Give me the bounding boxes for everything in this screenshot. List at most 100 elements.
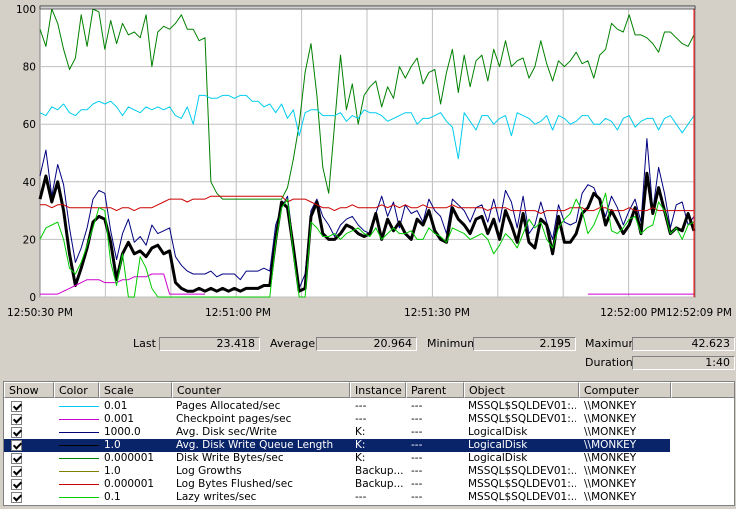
table-row[interactable]: 0.001 Checkpoint pages/sec --- --- MSSQL$SQL… — [4, 413, 670, 426]
table-row[interactable]: 0.000001 Log Bytes Flushed/sec Backup... --… — [4, 478, 670, 491]
header-parent[interactable]: Parent — [406, 382, 464, 398]
show-checkbox[interactable] — [11, 479, 22, 490]
y-tick-label: 40 — [23, 177, 36, 189]
color-swatch — [59, 497, 99, 498]
row-counter: Avg. Disk sec/Write — [176, 426, 277, 438]
show-checkbox[interactable] — [11, 466, 22, 477]
row-scale: 0.000001 — [104, 478, 155, 490]
series-line-6 — [39, 192, 695, 298]
row-computer: \\MONKEY — [584, 426, 637, 438]
color-swatch — [59, 484, 99, 485]
table-row[interactable]: 1.0 Log Growths Backup... --- MSSQL$SQLDEV01… — [4, 465, 670, 478]
last-label: Last — [133, 337, 156, 350]
show-checkbox[interactable] — [11, 453, 22, 464]
x-tick-label: 12:51:30 PM — [404, 307, 470, 319]
row-object: MSSQL$SQLDEV01:... — [468, 465, 576, 477]
row-computer: \\MONKEY — [584, 465, 637, 477]
header-instance[interactable]: Instance — [350, 382, 406, 398]
average-value: 20.964 — [316, 337, 417, 351]
table-row[interactable]: 0.01 Pages Allocated/sec --- --- MSSQL$SQLDE… — [4, 400, 670, 413]
average-label: Average — [270, 337, 316, 350]
x-tick-label: 12:52:00 PM — [600, 307, 666, 319]
row-object: LogicalDisk — [468, 439, 528, 451]
x-tick-label: 12:50:30 PM — [7, 307, 73, 319]
row-object: LogicalDisk — [468, 426, 528, 438]
series-group — [38, 8, 696, 298]
row-parent: --- — [411, 400, 423, 412]
row-scale: 0.001 — [104, 413, 135, 425]
header-object[interactable]: Object — [464, 382, 579, 398]
color-swatch — [59, 406, 99, 407]
maximum-label: Maximum — [585, 337, 640, 350]
y-tick-label: 20 — [23, 234, 36, 246]
row-object: LogicalDisk — [468, 452, 528, 464]
series-line-1 — [39, 94, 695, 160]
row-scale: 1000.0 — [104, 426, 141, 438]
row-computer: \\MONKEY — [584, 439, 637, 451]
counter-list[interactable]: Show Color Scale Counter Instance Parent… — [3, 381, 735, 506]
show-checkbox[interactable] — [11, 401, 22, 412]
row-computer: \\MONKEY — [584, 491, 637, 503]
row-parent: --- — [411, 413, 423, 425]
series-line-5 — [40, 195, 694, 214]
minimum-value: 2.195 — [473, 337, 576, 351]
row-counter: Log Bytes Flushed/sec — [176, 478, 293, 490]
performance-chart[interactable]: 100 80 60 40 20 0 12:50:30 PM 12:51:00 PM 12:51… — [0, 0, 736, 330]
show-checkbox[interactable] — [11, 427, 22, 438]
row-instance: K: — [355, 439, 366, 451]
row-object: MSSQL$SQLDEV01:... — [468, 491, 576, 503]
duration-label: Duration — [585, 356, 633, 369]
row-instance: --- — [355, 491, 367, 503]
header-scale[interactable]: Scale — [99, 382, 172, 398]
color-swatch — [59, 445, 99, 446]
row-instance: K: — [355, 426, 366, 438]
x-tick-label: 12:51:00 PM — [205, 307, 271, 319]
show-checkbox[interactable] — [11, 414, 22, 425]
row-counter: Log Growths — [176, 465, 242, 477]
row-parent: --- — [411, 439, 423, 451]
table-row[interactable]: 0.000001 Disk Write Bytes/sec K: --- Logical… — [4, 452, 670, 465]
last-value: 23.418 — [159, 337, 260, 351]
counter-list-header: Show Color Scale Counter Instance Parent… — [4, 382, 734, 398]
y-axis: 100 80 60 40 20 0 — [16, 4, 36, 304]
color-swatch — [59, 432, 99, 433]
color-swatch — [59, 419, 99, 420]
row-computer: \\MONKEY — [584, 478, 637, 490]
row-instance: Backup... — [355, 465, 404, 477]
row-parent: --- — [411, 478, 423, 490]
row-counter: Pages Allocated/sec — [176, 400, 281, 412]
row-instance: K: — [355, 452, 366, 464]
y-tick-label: 100 — [16, 4, 36, 16]
table-row[interactable]: 0.1 Lazy writes/sec --- --- MSSQL$SQLDEV01:.… — [4, 491, 670, 504]
show-checkbox[interactable] — [11, 440, 22, 451]
y-tick-label: 80 — [23, 62, 36, 74]
row-computer: \\MONKEY — [584, 400, 637, 412]
header-show[interactable]: Show — [4, 382, 54, 398]
row-instance: --- — [355, 413, 367, 425]
series-line-2 — [39, 138, 695, 289]
row-instance: --- — [355, 400, 367, 412]
row-object: MSSQL$SQLDEV01:... — [468, 478, 576, 490]
series-line-0 — [39, 8, 695, 200]
header-counter[interactable]: Counter — [172, 382, 350, 398]
minimum-label: Minimum — [427, 337, 478, 350]
row-counter: Checkpoint pages/sec — [176, 413, 292, 425]
row-scale: 0.01 — [104, 400, 128, 412]
header-computer[interactable]: Computer — [579, 382, 671, 398]
row-scale: 1.0 — [104, 439, 121, 451]
row-instance: Backup... — [355, 478, 404, 490]
table-row[interactable]: 1000.0 Avg. Disk sec/Write K: --- LogicalDis… — [4, 426, 670, 439]
row-counter: Lazy writes/sec — [176, 491, 257, 503]
row-object: MSSQL$SQLDEV01:... — [468, 400, 576, 412]
row-computer: \\MONKEY — [584, 452, 637, 464]
row-scale: 0.1 — [104, 491, 121, 503]
duration-value: 1:40 — [632, 356, 735, 370]
show-checkbox[interactable] — [11, 492, 22, 503]
row-counter: Avg. Disk Write Queue Length — [176, 439, 334, 451]
table-row[interactable]: 1.0 Avg. Disk Write Queue Length K: --- Logi… — [4, 439, 670, 452]
color-swatch — [59, 458, 99, 459]
maximum-value: 42.623 — [632, 337, 735, 351]
header-color[interactable]: Color — [54, 382, 99, 398]
header-filler — [671, 382, 734, 398]
color-swatch — [59, 471, 99, 472]
